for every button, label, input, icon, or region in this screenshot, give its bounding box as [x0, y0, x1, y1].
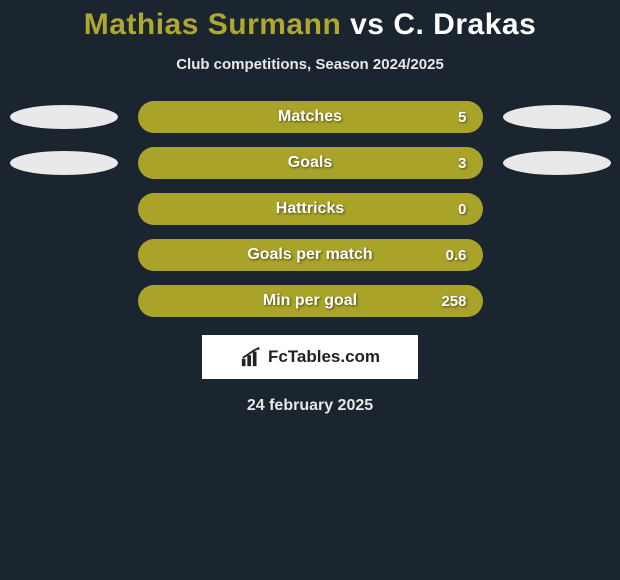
- player1-name: Mathias Surmann: [84, 8, 342, 41]
- player2-ellipse-icon: [503, 105, 611, 129]
- stat-row: Min per goal 258: [0, 285, 620, 317]
- stat-value: 3: [458, 155, 466, 172]
- stat-value: 0: [458, 201, 466, 218]
- stat-label: Matches: [278, 108, 342, 126]
- fctables-logo-icon: [240, 346, 262, 368]
- date-text: 24 february 2025: [0, 397, 620, 415]
- comparison-title: Mathias Surmann vs C. Drakas: [0, 8, 620, 42]
- player2-name: C. Drakas: [393, 8, 536, 41]
- stat-bar: Matches 5: [138, 101, 483, 133]
- stat-value: 0.6: [446, 247, 467, 264]
- stat-bar: Hattricks 0: [138, 193, 483, 225]
- vs-text: vs: [350, 8, 384, 41]
- stat-label: Goals: [288, 154, 332, 172]
- stat-bar: Goals 3: [138, 147, 483, 179]
- subtitle: Club competitions, Season 2024/2025: [0, 56, 620, 73]
- stat-bar: Min per goal 258: [138, 285, 483, 317]
- stat-label: Hattricks: [276, 200, 344, 218]
- player1-ellipse-icon: [10, 105, 118, 129]
- logo-box: FcTables.com: [202, 335, 418, 379]
- stat-row: Hattricks 0: [0, 193, 620, 225]
- stat-row: Goals per match 0.6: [0, 239, 620, 271]
- stat-row: Goals 3: [0, 147, 620, 179]
- stat-row: Matches 5: [0, 101, 620, 133]
- stat-value: 258: [441, 293, 466, 310]
- player2-ellipse-icon: [503, 151, 611, 175]
- stat-label: Min per goal: [263, 292, 357, 310]
- player1-ellipse-icon: [10, 151, 118, 175]
- stat-bar: Goals per match 0.6: [138, 239, 483, 271]
- stat-label: Goals per match: [247, 246, 372, 264]
- logo-text: FcTables.com: [268, 347, 380, 367]
- stat-rows: Matches 5 Goals 3 Hattricks 0 Goals per match 0…: [0, 101, 620, 317]
- stat-value: 5: [458, 109, 466, 126]
